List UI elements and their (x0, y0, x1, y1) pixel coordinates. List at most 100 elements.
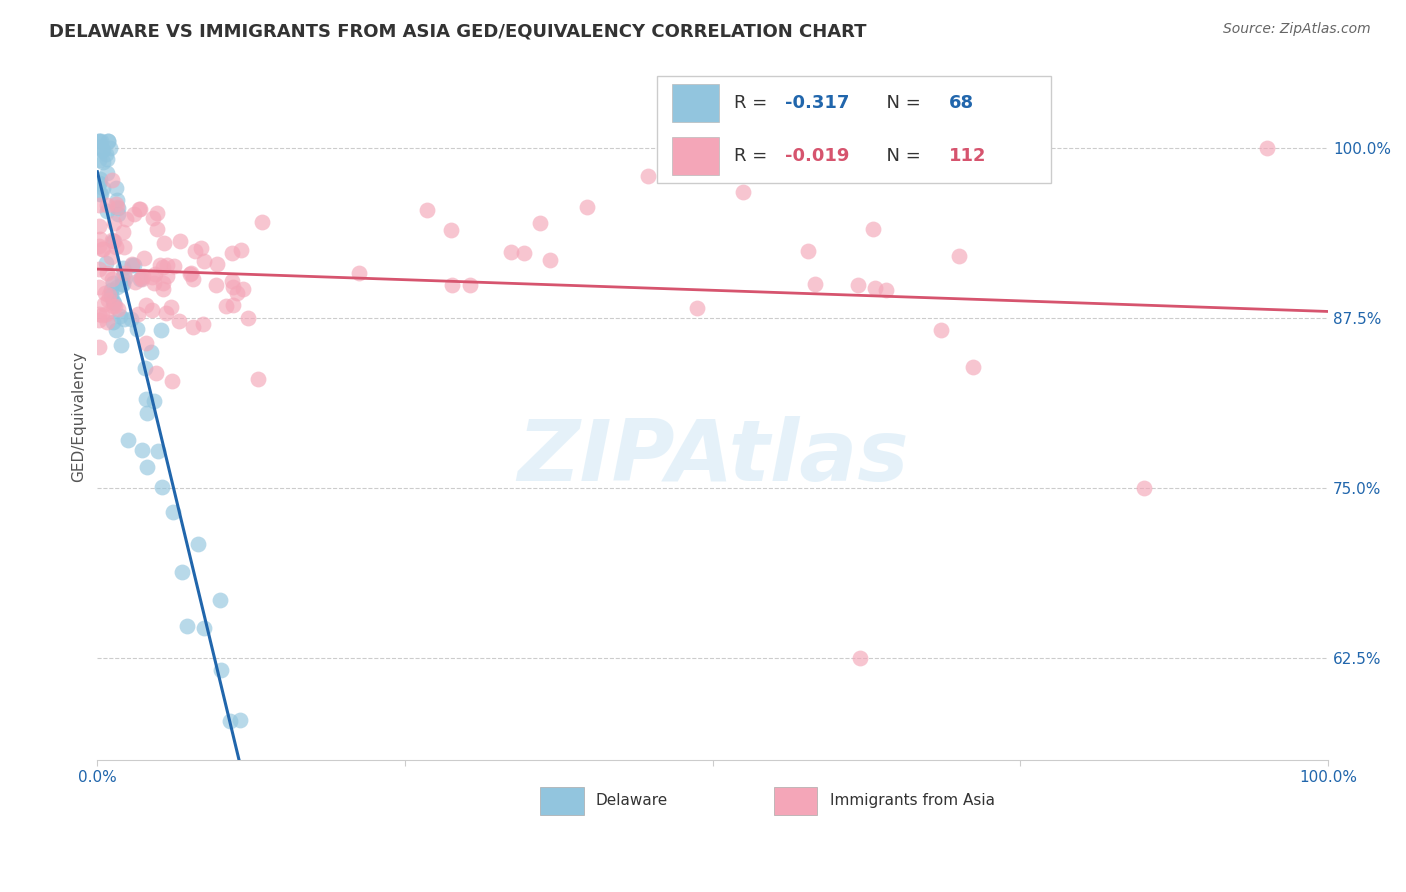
Point (87, 340, 110, 354)
Point (105, 194, 128, 208)
Text: R =: R = (734, 147, 773, 165)
Point (128, 202, 150, 216)
Point (229, 713, 252, 727)
Point (101, 276, 124, 290)
Point (142, 276, 165, 290)
Point (91, 181, 114, 195)
Point (179, 267, 201, 281)
Point (146, 443, 169, 458)
Point (124, 258, 146, 272)
Point (221, 274, 243, 288)
Point (111, 271, 134, 285)
Point (529, 216, 551, 230)
Point (107, 302, 129, 317)
Point (205, 278, 228, 293)
Point (145, 366, 167, 380)
Point (191, 317, 214, 331)
Point (89, 198, 111, 212)
Point (105, 280, 128, 294)
Point (416, 203, 439, 218)
Point (97, 134, 120, 148)
Point (1132, 481, 1154, 495)
Point (162, 505, 184, 519)
Point (121, 256, 143, 270)
Point (101, 173, 124, 187)
Point (576, 200, 599, 214)
Point (104, 299, 127, 313)
Point (135, 460, 157, 475)
Point (637, 169, 659, 183)
Point (221, 298, 243, 312)
Point (100, 250, 122, 264)
Text: 112: 112 (949, 147, 987, 165)
Point (100, 272, 122, 286)
Point (91, 143, 114, 157)
Point (87, 177, 110, 191)
Point (87, 134, 110, 148)
Point (169, 235, 191, 249)
Point (209, 663, 232, 677)
Point (875, 283, 897, 297)
Point (849, 650, 872, 665)
Point (117, 434, 139, 448)
Point (231, 244, 253, 258)
Point (155, 306, 177, 320)
Point (96, 307, 118, 321)
Point (120, 311, 142, 326)
Point (87, 307, 110, 321)
Point (87, 177, 110, 191)
Point (1256, 141, 1278, 155)
Point (252, 215, 274, 229)
Point (131, 271, 153, 285)
Point (107, 201, 129, 215)
Point (89, 232, 111, 246)
Point (135, 298, 157, 312)
Point (107, 207, 129, 221)
Point (110, 337, 132, 351)
Point (460, 277, 482, 292)
Point (96, 315, 118, 329)
Y-axis label: GED/Equivalency: GED/Equivalency (72, 351, 86, 482)
Point (152, 276, 174, 290)
Point (962, 360, 984, 375)
Point (512, 245, 534, 260)
Point (219, 714, 242, 728)
Point (247, 372, 270, 386)
Point (87, 140, 110, 154)
Point (733, 186, 755, 200)
Point (87, 219, 110, 234)
Point (129, 272, 152, 286)
Text: -0.317: -0.317 (786, 94, 849, 112)
Text: N =: N = (875, 147, 927, 165)
Point (101, 294, 124, 309)
Point (238, 310, 260, 325)
Point (124, 275, 146, 289)
Point (846, 278, 869, 293)
Point (112, 240, 135, 254)
Point (115, 212, 138, 227)
Point (181, 320, 204, 334)
Point (104, 197, 127, 211)
Point (89, 187, 111, 202)
Text: R =: R = (734, 94, 773, 112)
Point (96, 152, 118, 166)
Point (152, 260, 174, 275)
Point (98, 141, 121, 155)
Bar (540, 787, 583, 814)
Text: 68: 68 (949, 94, 974, 112)
Point (156, 258, 179, 272)
Point (141, 270, 163, 285)
Point (686, 301, 709, 316)
Point (122, 206, 145, 220)
Point (103, 234, 125, 248)
Point (142, 394, 165, 409)
Text: Source: ZipAtlas.com: Source: ZipAtlas.com (1223, 22, 1371, 37)
Point (160, 300, 183, 314)
Text: DELAWARE VS IMMIGRANTS FROM ASIA GED/EQUIVALENCY CORRELATION CHART: DELAWARE VS IMMIGRANTS FROM ASIA GED/EQU… (49, 22, 866, 40)
Point (222, 279, 245, 293)
Point (538, 252, 561, 267)
Point (91, 242, 114, 256)
Point (193, 620, 215, 634)
Point (190, 241, 212, 255)
Point (135, 405, 157, 419)
